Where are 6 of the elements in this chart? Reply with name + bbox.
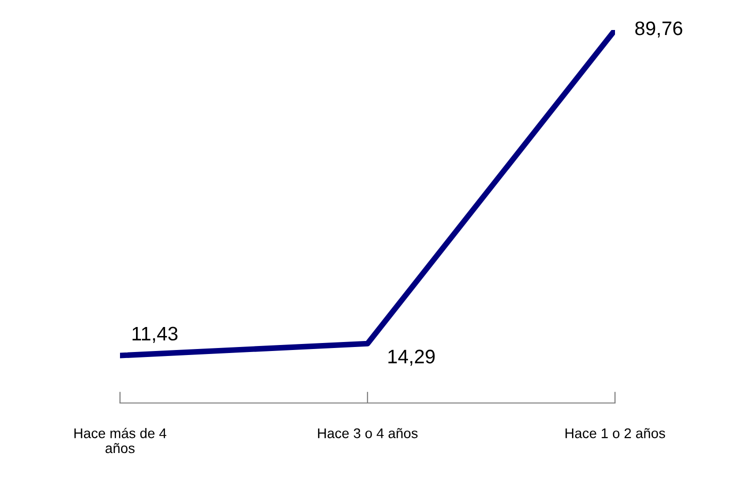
data-label: 11,43: [132, 326, 178, 343]
x-tick-label: Hace 1 o 2 años: [566, 428, 666, 438]
data-label: 14,29: [388, 350, 435, 366]
data-label: 89,76: [635, 21, 682, 38]
x-tick-label: Hace más de 4 años: [74, 428, 166, 454]
x-tick-label: Hace 3 o 4 años: [318, 428, 418, 438]
